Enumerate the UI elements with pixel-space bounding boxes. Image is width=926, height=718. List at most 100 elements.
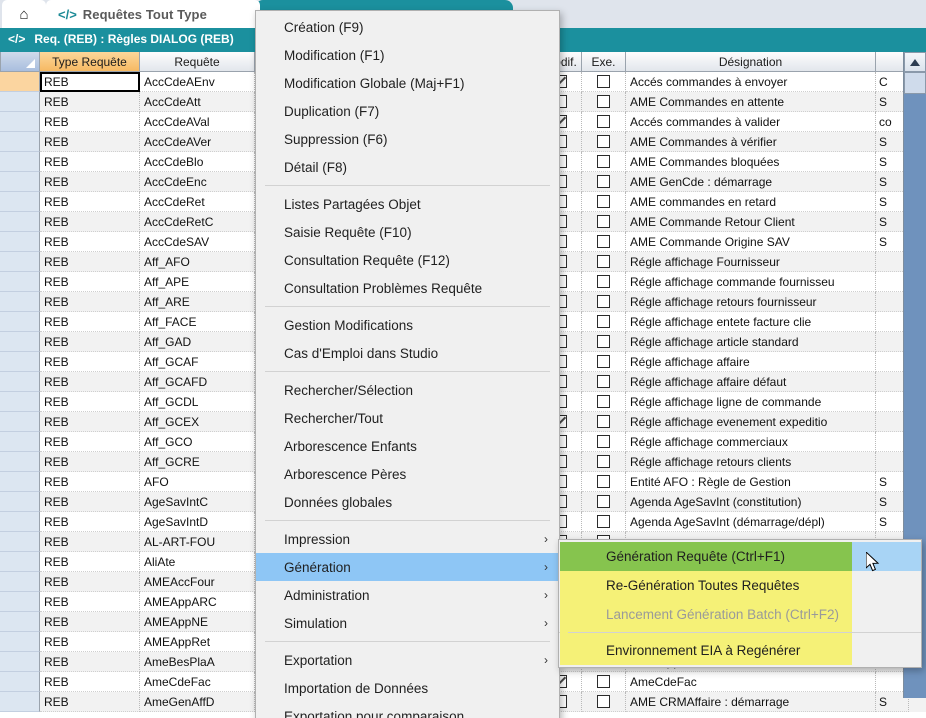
- column-header-type-requete[interactable]: Type Requête: [40, 52, 140, 72]
- cell-exe-checkbox[interactable]: [582, 92, 626, 112]
- cell-exe-checkbox[interactable]: [582, 192, 626, 212]
- cell-exe-checkbox[interactable]: [582, 692, 626, 712]
- cell-requete[interactable]: AccCdeAVer: [140, 132, 255, 152]
- cell-type-requete[interactable]: REB: [40, 412, 140, 432]
- cell-requete[interactable]: Aff_AFO: [140, 252, 255, 272]
- cell-exe-checkbox[interactable]: [582, 372, 626, 392]
- cell-designation[interactable]: Accés commandes à valider: [626, 112, 876, 132]
- cell-exe-checkbox[interactable]: [582, 232, 626, 252]
- cell-type-requete[interactable]: REB: [40, 572, 140, 592]
- cell-requete[interactable]: Aff_GCEX: [140, 412, 255, 432]
- cell-requete[interactable]: AccCdeAEnv: [140, 72, 255, 92]
- cell-designation[interactable]: Régle affichage evenement expeditio: [626, 412, 876, 432]
- checkbox-unchecked-icon[interactable]: [597, 215, 610, 228]
- cell-type-requete[interactable]: REB: [40, 272, 140, 292]
- menu-item-arborescence-enfants[interactable]: Arborescence Enfants: [256, 432, 559, 460]
- row-header-selector[interactable]: [0, 372, 40, 392]
- cell-requete[interactable]: AMEAccFour: [140, 572, 255, 592]
- cell-exe-checkbox[interactable]: [582, 132, 626, 152]
- cell-exe-checkbox[interactable]: [582, 152, 626, 172]
- cell-exe-checkbox[interactable]: [582, 472, 626, 492]
- cell-requete[interactable]: AmeCdeFac: [140, 672, 255, 692]
- cell-designation[interactable]: AME GenCde : démarrage: [626, 172, 876, 192]
- cell-requete[interactable]: AMEAppRet: [140, 632, 255, 652]
- menu-item-listes-partag-es-objet[interactable]: Listes Partagées Objet: [256, 190, 559, 218]
- cell-requete[interactable]: AccCdeAVal: [140, 112, 255, 132]
- cell-type-requete[interactable]: REB: [40, 392, 140, 412]
- row-header-selector[interactable]: [0, 612, 40, 632]
- cell-exe-checkbox[interactable]: [582, 112, 626, 132]
- cell-type-requete[interactable]: REB: [40, 172, 140, 192]
- cell-exe-checkbox[interactable]: [582, 392, 626, 412]
- cell-exe-checkbox[interactable]: [582, 312, 626, 332]
- cell-designation[interactable]: Agenda AgeSavInt (démarrage/dépl): [626, 512, 876, 532]
- cell-requete[interactable]: Aff_GCRE: [140, 452, 255, 472]
- cell-type-requete[interactable]: REB: [40, 232, 140, 252]
- cell-type-requete[interactable]: REB: [40, 132, 140, 152]
- cell-requete[interactable]: Aff_FACE: [140, 312, 255, 332]
- cell-requete[interactable]: AmeBesPlaA: [140, 652, 255, 672]
- checkbox-unchecked-icon[interactable]: [597, 395, 610, 408]
- cell-type-requete[interactable]: REB: [40, 532, 140, 552]
- cell-type-requete[interactable]: REB: [40, 352, 140, 372]
- row-header-selector[interactable]: [0, 112, 40, 132]
- row-header-selector[interactable]: [0, 192, 40, 212]
- cell-type-requete[interactable]: REB: [40, 592, 140, 612]
- row-header-selector[interactable]: [0, 312, 40, 332]
- cell-requete[interactable]: AccCdeBlo: [140, 152, 255, 172]
- row-header-selector[interactable]: [0, 332, 40, 352]
- row-header-selector[interactable]: [0, 272, 40, 292]
- row-header-selector[interactable]: [0, 452, 40, 472]
- cell-requete[interactable]: AccCdeRetC: [140, 212, 255, 232]
- vertical-scrollbar[interactable]: [903, 52, 926, 698]
- cell-type-requete[interactable]: REB: [40, 92, 140, 112]
- row-header-selector[interactable]: [0, 512, 40, 532]
- checkbox-unchecked-icon[interactable]: [597, 175, 610, 188]
- cell-type-requete[interactable]: REB: [40, 512, 140, 532]
- checkbox-unchecked-icon[interactable]: [597, 695, 610, 708]
- menu-item-rechercher-s-lection[interactable]: Rechercher/Sélection: [256, 376, 559, 404]
- menu-item-exportation[interactable]: Exportation ›: [256, 646, 559, 674]
- cell-requete[interactable]: Aff_GCAFD: [140, 372, 255, 392]
- cell-type-requete[interactable]: REB: [40, 552, 140, 572]
- cell-designation[interactable]: Régle affichage affaire défaut: [626, 372, 876, 392]
- cell-designation[interactable]: Agenda AgeSavInt (constitution): [626, 492, 876, 512]
- cell-type-requete[interactable]: REB: [40, 472, 140, 492]
- checkbox-unchecked-icon[interactable]: [597, 315, 610, 328]
- row-header-selector[interactable]: [0, 292, 40, 312]
- checkbox-unchecked-icon[interactable]: [597, 95, 610, 108]
- cell-requete[interactable]: AccCdeRet: [140, 192, 255, 212]
- cell-designation[interactable]: AME Commande Origine SAV: [626, 232, 876, 252]
- cell-exe-checkbox[interactable]: [582, 252, 626, 272]
- scrollbar-thumb[interactable]: [904, 72, 926, 94]
- row-header-selector[interactable]: [0, 492, 40, 512]
- row-header-selector[interactable]: [0, 652, 40, 672]
- cell-designation[interactable]: AME Commandes en attente: [626, 92, 876, 112]
- cell-requete[interactable]: AccCdeSAV: [140, 232, 255, 252]
- tab-home[interactable]: ⌂: [2, 0, 46, 28]
- checkbox-unchecked-icon[interactable]: [597, 455, 610, 468]
- cell-designation[interactable]: Régle affichage retours fournisseur: [626, 292, 876, 312]
- cell-requete[interactable]: AgeSavIntC: [140, 492, 255, 512]
- row-header-selector[interactable]: [0, 232, 40, 252]
- cell-type-requete[interactable]: REB: [40, 332, 140, 352]
- cell-designation[interactable]: Régle affichage article standard: [626, 332, 876, 352]
- checkbox-unchecked-icon[interactable]: [597, 235, 610, 248]
- cell-requete[interactable]: AMEAppNE: [140, 612, 255, 632]
- checkbox-unchecked-icon[interactable]: [597, 275, 610, 288]
- cell-designation[interactable]: Entité AFO : Règle de Gestion: [626, 472, 876, 492]
- cell-type-requete[interactable]: REB: [40, 252, 140, 272]
- checkbox-unchecked-icon[interactable]: [597, 435, 610, 448]
- row-header-selector[interactable]: [0, 352, 40, 372]
- checkbox-unchecked-icon[interactable]: [597, 195, 610, 208]
- menu-item-impression[interactable]: Impression ›: [256, 525, 559, 553]
- menu-item-cas-d-emploi-dans-studio[interactable]: Cas d'Emploi dans Studio: [256, 339, 559, 367]
- cell-requete[interactable]: AMEAppARC: [140, 592, 255, 612]
- menu-item-gestion-modifications[interactable]: Gestion Modifications: [256, 311, 559, 339]
- checkbox-unchecked-icon[interactable]: [597, 515, 610, 528]
- checkbox-unchecked-icon[interactable]: [597, 355, 610, 368]
- cell-exe-checkbox[interactable]: [582, 272, 626, 292]
- row-header-selector[interactable]: [0, 432, 40, 452]
- cell-designation[interactable]: AmeCdeFac: [626, 672, 876, 692]
- menu-item-consultation-requ-te-f12[interactable]: Consultation Requête (F12): [256, 246, 559, 274]
